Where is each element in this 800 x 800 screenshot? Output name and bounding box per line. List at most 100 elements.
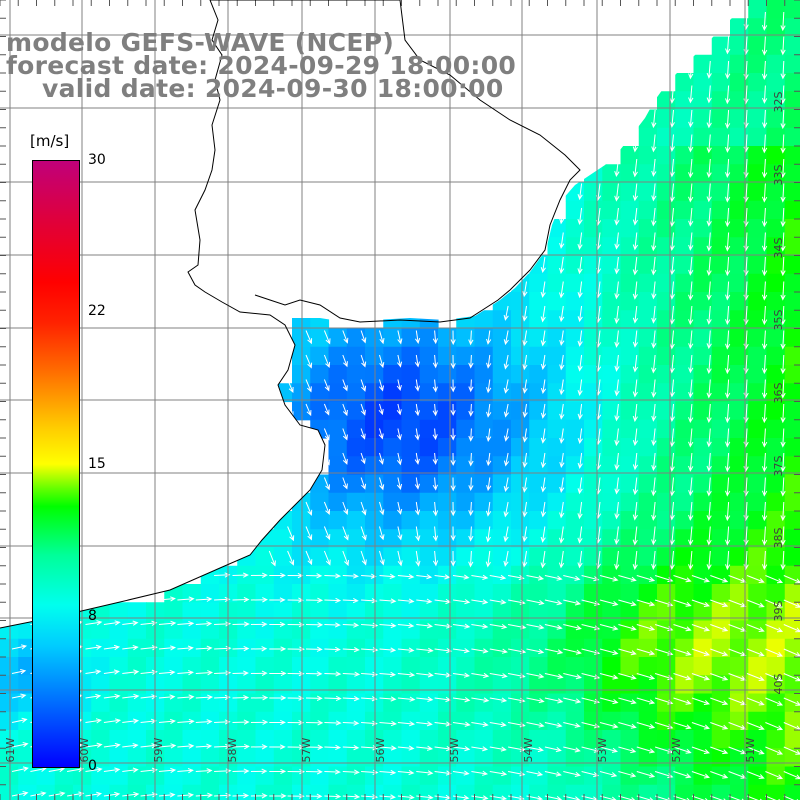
wind-cell — [657, 273, 676, 293]
wind-cell — [748, 292, 768, 311]
wind-arrow — [577, 477, 583, 495]
wind-arrow — [360, 379, 367, 392]
wind-arrow — [540, 305, 546, 323]
wind-cell — [164, 620, 184, 640]
wind-arrow — [673, 722, 692, 730]
wind-cell — [565, 346, 585, 366]
wind-cell — [365, 492, 384, 512]
wind-cell — [748, 346, 768, 366]
wind-arrow — [140, 669, 158, 675]
wind-arrow — [544, 624, 563, 630]
wind-arrow — [269, 719, 286, 726]
wind-cell — [346, 456, 366, 476]
wind-cell — [182, 784, 202, 800]
wind-arrow — [632, 183, 639, 202]
wind-cell — [602, 657, 622, 676]
wind-arrow — [691, 673, 710, 681]
wind-cell — [565, 492, 585, 512]
wind-arrow — [416, 623, 433, 629]
wind-cell — [730, 255, 749, 275]
wind-arrow — [559, 379, 565, 396]
wind-arrow — [632, 158, 638, 178]
wind-cell — [200, 730, 220, 749]
longitude-label: 53W — [596, 737, 609, 762]
wind-arrow — [783, 746, 800, 755]
wind-cell — [255, 730, 275, 749]
wind-arrow — [432, 550, 439, 567]
wind-cell — [383, 730, 403, 749]
wind-arrow — [632, 256, 638, 276]
wind-arrow — [563, 648, 582, 655]
wind-cell — [730, 164, 749, 184]
wind-arrow — [673, 648, 692, 656]
wind-arrow — [342, 573, 359, 579]
wind-arrow — [725, 550, 731, 571]
wind-arrow — [360, 428, 366, 440]
wind-cell — [474, 730, 494, 749]
wind-arrow — [397, 501, 403, 515]
wind-arrow — [636, 697, 656, 705]
wind-cell — [766, 310, 786, 330]
wind-arrow — [544, 746, 562, 753]
wind-cell — [730, 584, 749, 603]
wind-cell — [748, 419, 768, 439]
wind-cell — [766, 383, 786, 403]
wind-arrow — [414, 403, 420, 417]
wind-cell — [565, 766, 585, 786]
wind-arrow — [504, 428, 510, 442]
wind-arrow — [688, 183, 694, 203]
wind-cell — [766, 0, 786, 19]
wind-arrow — [706, 477, 712, 497]
wind-cell — [730, 657, 749, 676]
wind-arrow — [379, 573, 396, 579]
wind-arrow — [324, 671, 342, 677]
wind-arrow — [85, 644, 102, 650]
wind-arrow — [669, 158, 675, 178]
wind-cell — [346, 547, 366, 567]
wind-cell — [474, 492, 494, 512]
wind-cell — [602, 328, 622, 348]
wind-arrow — [522, 354, 528, 371]
longitude-label: 57W — [300, 737, 313, 762]
wind-cell — [784, 292, 800, 311]
wind-cell — [602, 237, 622, 257]
wind-cell — [565, 657, 585, 676]
wind-arrow — [434, 770, 452, 776]
wind-arrow — [783, 697, 800, 706]
wind-cell — [492, 456, 512, 476]
wind-arrow — [746, 697, 765, 706]
wind-cell — [657, 255, 676, 275]
wind-cell — [675, 620, 695, 640]
wind-cell — [200, 620, 220, 640]
wind-arrow — [651, 526, 657, 546]
wind-arrow — [323, 477, 330, 491]
wind-arrow — [489, 599, 507, 605]
wind-cell — [565, 565, 585, 585]
wind-cell — [730, 492, 749, 512]
wind-arrow — [651, 379, 657, 398]
wind-arrow — [486, 477, 492, 492]
wind-arrow — [450, 428, 456, 441]
wind-arrow — [489, 746, 507, 752]
wind-cell — [383, 346, 403, 366]
wind-cell — [748, 0, 768, 19]
wind-cell — [657, 346, 676, 366]
wind-cell — [456, 748, 476, 768]
wind-arrow — [287, 550, 295, 566]
wind-cell — [492, 602, 512, 622]
wind-arrow — [432, 403, 438, 417]
wind-arrow — [397, 354, 403, 368]
wind-cell — [292, 657, 311, 676]
wind-cell — [474, 328, 494, 348]
wind-arrow — [232, 695, 250, 701]
wind-cell — [109, 620, 129, 640]
wind-cell — [109, 748, 129, 768]
wind-cell — [620, 456, 640, 476]
wind-cell — [748, 310, 768, 330]
wind-cell — [419, 365, 439, 384]
wind-arrow — [287, 526, 295, 542]
colorbar-label-22: 22 — [88, 303, 106, 319]
wind-arrow — [761, 526, 768, 546]
wind-cell — [438, 401, 457, 421]
wind-cell — [675, 346, 695, 366]
